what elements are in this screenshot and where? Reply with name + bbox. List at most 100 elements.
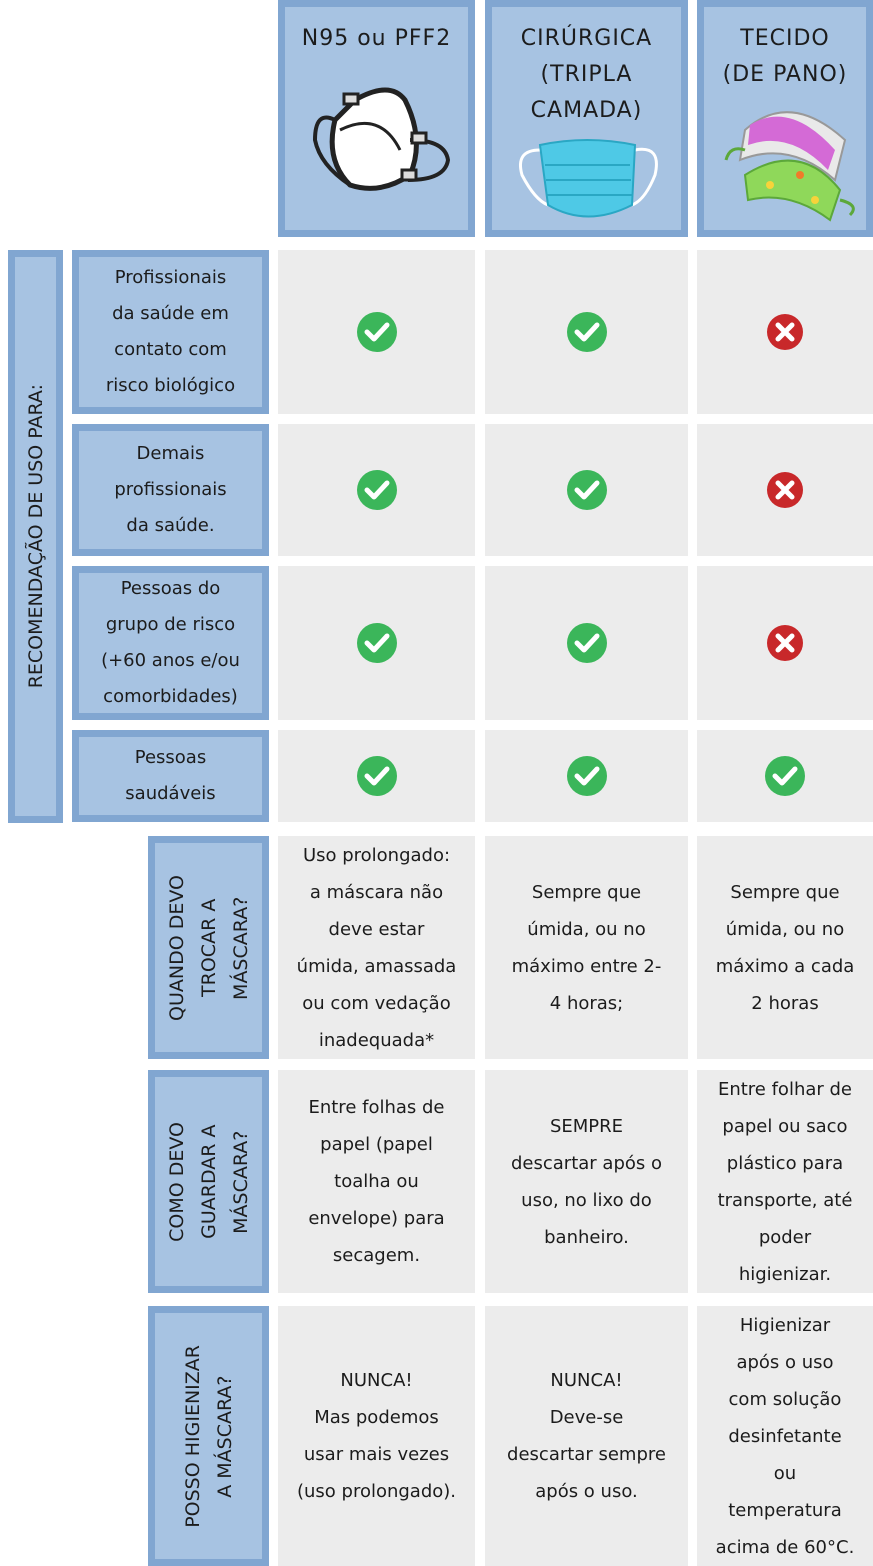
recommendation-cell <box>697 566 873 720</box>
answer-text: Higienizar após o uso com solução desinfeta… <box>716 1307 855 1566</box>
text-line: QUANDO DEVO <box>165 874 188 1021</box>
text-line: transporte, até <box>717 1189 853 1211</box>
row-label: Pessoas do grupo de risco (+60 anos e/ou co… <box>72 566 269 720</box>
recommendation-cell <box>278 250 475 414</box>
cross-icon <box>767 314 803 350</box>
text-line: uso, no lixo do <box>521 1189 652 1211</box>
text-line: secagem. <box>332 1245 421 1266</box>
question-label: COMO DEVO GUARDAR A MÁSCARA? <box>148 1070 269 1293</box>
text-line: Uso prolongado: <box>302 844 451 866</box>
text-line: higienizar. <box>738 1263 832 1285</box>
answer-cell: NUNCA! Deve-se descartar sempre após o uso. <box>485 1306 688 1566</box>
text-line: deve estar <box>328 918 425 940</box>
text-line: Deve-se <box>549 1407 624 1428</box>
question-label-text: POSSO HIGIENIZAR A MÁSCARA? <box>177 1345 241 1528</box>
answer-cell: Entre folhar de papel ou saco plástico par… <box>697 1070 873 1293</box>
text-line: desinfetante <box>728 1425 842 1447</box>
text-line: máximo a cada <box>715 955 855 977</box>
text-line: toalha ou <box>334 1171 419 1192</box>
recommendation-cell <box>278 730 475 822</box>
column-title-text: TECIDO (DE PANO) <box>723 21 848 93</box>
text-line: inadequada* <box>318 1029 435 1051</box>
text-line: banheiro. <box>544 1226 629 1248</box>
text-line: SEMPRE <box>549 1115 624 1137</box>
check-icon <box>356 470 397 510</box>
text-line: 4 horas; <box>549 992 624 1014</box>
text-line: profissionais <box>114 479 227 500</box>
text-line: descartar após o <box>511 1152 662 1174</box>
text-line: A MÁSCARA? <box>213 1374 236 1498</box>
cross-icon <box>767 625 803 661</box>
text-line: (TRIPLA <box>540 62 633 87</box>
column-title-text: CIRÚRGICA (TRIPLA CAMADA) <box>521 21 652 129</box>
check-icon <box>356 623 397 663</box>
text-line: Higienizar <box>739 1314 831 1336</box>
answer-cell: Sempre que úmida, ou no máximo entre 2- 4 h… <box>485 836 688 1059</box>
text-line: Entre folhar de <box>717 1078 853 1100</box>
text-line: (uso prolongado). <box>296 1481 457 1502</box>
text-line: ou <box>773 1462 797 1484</box>
text-line: após o uso. <box>535 1481 638 1502</box>
answer-text: Sempre que úmida, ou no máximo entre 2- 4 h… <box>512 874 662 1022</box>
text-line: papel ou saco <box>722 1115 848 1137</box>
text-line: plástico para <box>726 1152 844 1174</box>
text-line: CIRÚRGICA <box>520 26 653 51</box>
answer-text: Uso prolongado: a máscara não deve estar úm… <box>297 837 457 1059</box>
column-title-text: N95 ou PFF2 <box>302 21 451 57</box>
check-icon <box>356 756 397 796</box>
cross-icon <box>767 472 803 508</box>
text-line: grupo de risco <box>105 614 236 635</box>
answer-cell: Sempre que úmida, ou no máximo a cada 2 hor… <box>697 836 873 1059</box>
check-icon <box>356 312 397 352</box>
question-label-text: QUANDO DEVO TROCAR A MÁSCARA? <box>161 875 257 1021</box>
text-line: Sempre que <box>730 881 840 903</box>
text-line: máximo entre 2- <box>511 955 662 977</box>
text-line: papel (papel <box>320 1134 433 1155</box>
text-line: após o uso <box>736 1351 834 1373</box>
recommendation-cell <box>485 566 688 720</box>
text-line: Pessoas <box>134 747 207 768</box>
recommendation-cell <box>485 424 688 556</box>
answer-cell: Uso prolongado: a máscara não deve estar úm… <box>278 836 475 1059</box>
text-line: N95 ou PFF2 <box>301 26 452 51</box>
row-label: Profissionais da saúde em contato com risco… <box>72 250 269 414</box>
check-icon <box>566 623 607 663</box>
text-line: com solução <box>728 1388 842 1410</box>
answer-cell: Higienizar após o uso com solução desinfeta… <box>697 1306 873 1566</box>
answer-text: Sempre que úmida, ou no máximo a cada 2 hor… <box>716 874 855 1022</box>
text-line: contato com <box>114 339 227 360</box>
text-line: TROCAR A <box>197 898 220 997</box>
text-line: COMO DEVO <box>165 1121 188 1242</box>
recommendation-cell <box>485 730 688 822</box>
text-line: Sempre que <box>531 881 642 903</box>
text-line: (+60 anos e/ou <box>101 650 240 671</box>
column-header: TECIDO (DE PANO) <box>697 0 873 237</box>
check-icon <box>566 756 607 796</box>
text-line: MÁSCARA? <box>229 895 252 1000</box>
text-line: Pessoas do <box>120 578 221 599</box>
text-line: a máscara não <box>309 881 444 903</box>
row-label-text: Pessoas saudáveis <box>125 740 215 812</box>
recommendation-cell <box>278 566 475 720</box>
text-line: saudáveis <box>125 783 216 804</box>
text-line: úmida, ou no <box>527 918 646 940</box>
column-header: N95 ou PFF2 <box>278 0 475 237</box>
section-label: RECOMENDAÇÃO DE USO PARA: <box>8 250 63 823</box>
row-label: Demais profissionais da saúde. <box>72 424 269 556</box>
text-line: TECIDO <box>740 26 830 51</box>
answer-text: Entre folhas de papel (papel toalha ou enve… <box>308 1089 444 1274</box>
text-line: comorbidades) <box>103 686 238 707</box>
answer-cell: Entre folhas de papel (papel toalha ou enve… <box>278 1070 475 1293</box>
text-line: 2 horas <box>751 992 819 1014</box>
check-icon <box>566 470 607 510</box>
row-label-text: Demais profissionais da saúde. <box>114 436 226 544</box>
text-line: ou com vedação <box>302 992 451 1014</box>
question-label: POSSO HIGIENIZAR A MÁSCARA? <box>148 1306 269 1566</box>
check-icon <box>765 756 805 796</box>
answer-text: NUNCA! Deve-se descartar sempre após o uso. <box>507 1362 666 1510</box>
recommendation-cell <box>697 730 873 822</box>
text-line: Entre folhas de <box>308 1097 445 1118</box>
text-line: da saúde. <box>126 515 215 536</box>
question-label: QUANDO DEVO TROCAR A MÁSCARA? <box>148 836 269 1059</box>
